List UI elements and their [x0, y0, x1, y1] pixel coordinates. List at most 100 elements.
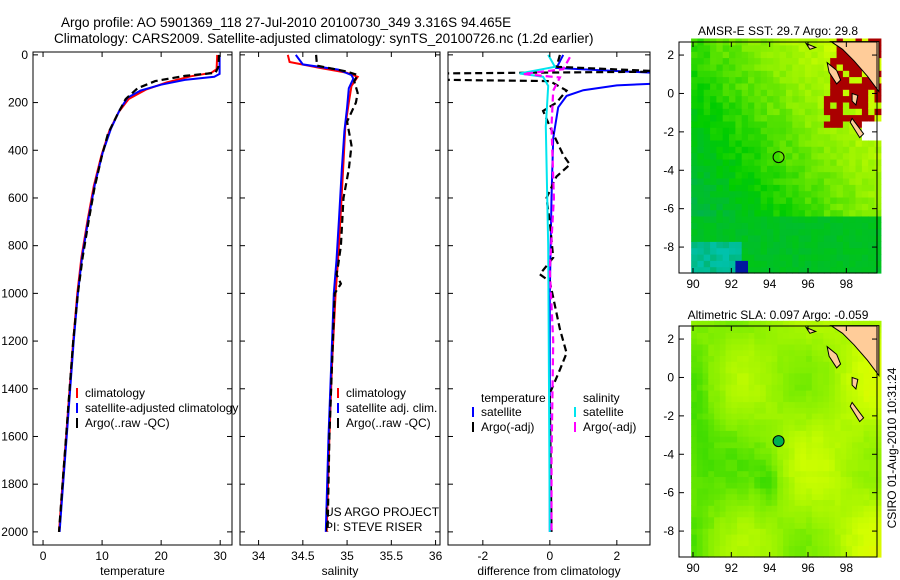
y-tick-label: 0	[667, 86, 674, 100]
series-line-argo-raw-qc-	[57, 54, 221, 532]
y-tick-label: -6	[663, 486, 674, 500]
legend-group-title: temperature	[481, 391, 546, 405]
series-line-salinity-satellite	[519, 54, 557, 532]
axes-frame	[678, 325, 878, 558]
csiro-stamp: CSIRO 01-Aug-2010 10:31:24	[885, 367, 899, 528]
series-line-satellite-adj-clim-	[294, 54, 355, 532]
y-tick-label: -4	[663, 163, 674, 177]
x-tick-label: 90	[686, 561, 700, 575]
island	[849, 401, 865, 423]
y-tick-label: 600	[8, 191, 28, 205]
y-tick-label: -2	[663, 409, 674, 423]
axes-frame	[32, 51, 233, 546]
x-axis-label: salinity	[322, 564, 359, 578]
island	[826, 345, 842, 369]
y-tick-label: 1800	[1, 477, 28, 491]
island	[849, 117, 865, 139]
legend-label: Argo(-adj)	[583, 420, 636, 434]
x-tick-label: 30	[214, 549, 228, 563]
x-tick-label: 35.5	[380, 549, 404, 563]
y-tick-label: 0	[667, 370, 674, 384]
island	[826, 61, 842, 85]
legend-label: satellite-adjusted climatology	[85, 401, 238, 415]
sst-map-panel: 90 92 94 96 98 2 0 -2 -4 -6 -8 AMSR-E SST: 29.7 Arg…	[663, 24, 882, 291]
y-tick-label: -6	[663, 202, 674, 216]
y-tick-label: 200	[8, 96, 28, 110]
series-line-climatology	[58, 54, 219, 532]
x-tick-label: 96	[801, 561, 815, 575]
pi-name: PI: STEVE RISER	[325, 520, 423, 534]
figure-title-line2: Climatology: CARS2009. Satellite-adjuste…	[54, 31, 594, 46]
x-tick-label: 0	[546, 549, 553, 563]
x-axis-label: temperature	[100, 564, 165, 578]
y-tick-label: 1000	[1, 286, 28, 300]
x-axis-label: difference from climatology	[477, 564, 620, 578]
figure-title-line1: Argo profile: AO 5901369_118 27-Jul-2010…	[61, 15, 511, 30]
map-cells	[691, 38, 882, 274]
legend-label: satellite	[583, 405, 624, 419]
series-line-satellite-adjusted-climatology	[58, 54, 221, 532]
series-line-temperature-argo-adj-	[448, 54, 650, 532]
island	[851, 92, 859, 107]
series-line-salinity-argo-adj-	[522, 56, 571, 532]
legend-label: climatology	[85, 386, 145, 400]
legend-label: climatology	[346, 386, 406, 400]
x-tick-label: 20	[154, 549, 168, 563]
x-tick-label: 94	[763, 277, 777, 291]
y-tick-label: 1600	[1, 429, 28, 443]
y-tick-label: -8	[663, 240, 674, 254]
profile-panel-2: 34 34.5 35 35.5 36 salinity climatologysatelli…	[239, 51, 443, 578]
axes-frame	[678, 41, 878, 274]
argo-float-location-marker	[772, 151, 785, 164]
x-tick-label: 98	[840, 561, 854, 575]
y-tick-label: 2	[667, 48, 674, 62]
legend-label: Argo(..raw -QC)	[346, 416, 431, 430]
y-tick-label: -4	[663, 447, 674, 461]
island	[851, 376, 859, 391]
argo-float-location-marker	[772, 435, 785, 448]
legend-label: satellite adj. clim.	[346, 401, 437, 415]
y-tick-label: 1400	[1, 382, 28, 396]
x-tick-label: 35	[340, 549, 354, 563]
legend-label: satellite	[481, 405, 522, 419]
legend-label: Argo(-adj)	[481, 420, 534, 434]
x-tick-label: 98	[840, 277, 854, 291]
y-tick-label: -2	[663, 125, 674, 139]
x-tick-label: 94	[763, 561, 777, 575]
x-tick-label: 96	[801, 277, 815, 291]
legend-group-title: salinity	[583, 391, 620, 405]
profile-panel-1: 0 10 20 30 0 200 400 600 800 1000 1200 1400 1600 1800…	[1, 48, 238, 578]
axes-frame	[447, 51, 651, 546]
x-tick-label: 2	[613, 549, 620, 563]
x-tick-label: 10	[95, 549, 109, 563]
map-title: AMSR-E SST: 29.7 Argo: 29.8	[698, 24, 858, 38]
x-tick-label: 34.5	[291, 549, 315, 563]
y-tick-label: 400	[8, 143, 28, 157]
x-tick-label: -2	[478, 549, 489, 563]
y-tick-label: 1200	[1, 334, 28, 348]
legend-label: Argo(..raw -QC)	[85, 416, 170, 430]
y-tick-label: -8	[663, 524, 674, 538]
x-tick-label: 90	[686, 277, 700, 291]
sla-map-panel: 90 92 94 96 98 2 0 -2 -4 -6 -8 Altimetric SLA: 0.09…	[663, 308, 882, 575]
series-line-climatology	[286, 54, 360, 532]
y-tick-label: 0	[21, 48, 28, 62]
map-cells	[691, 320, 882, 558]
series-line-temperature-satellite	[548, 54, 650, 532]
series-line-argo-raw-qc-	[315, 54, 360, 532]
x-tick-label: 92	[725, 277, 739, 291]
y-tick-label: 800	[8, 239, 28, 253]
x-tick-label: 92	[725, 561, 739, 575]
project-name: US ARGO PROJECT	[325, 505, 440, 519]
y-tick-label: 2000	[1, 525, 28, 539]
x-tick-label: 0	[40, 549, 47, 563]
y-tick-label: 2	[667, 332, 674, 346]
map-title: Altimetric SLA: 0.097 Argo: -0.059	[688, 308, 869, 322]
x-tick-label: 36	[429, 549, 443, 563]
x-tick-label: 34	[252, 549, 266, 563]
coastline-land	[829, 325, 880, 377]
coastline-land	[829, 41, 880, 93]
axes-frame	[239, 51, 441, 546]
